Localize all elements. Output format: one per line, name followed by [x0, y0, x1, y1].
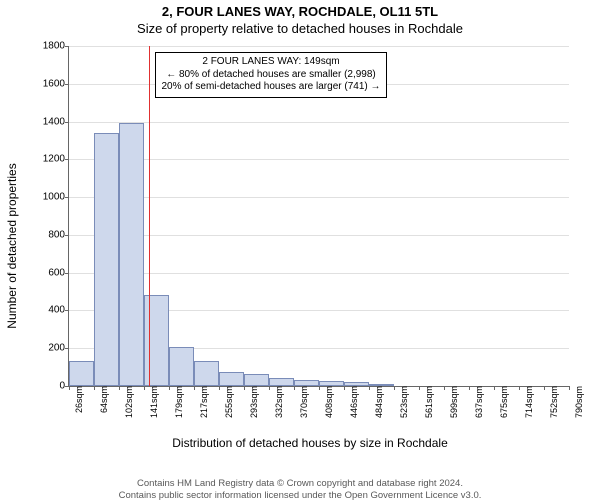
page-title-address: 2, FOUR LANES WAY, ROCHDALE, OL11 5TL: [0, 4, 600, 19]
x-tick-mark: [544, 386, 545, 390]
x-tick-label: 752sqm: [546, 386, 559, 418]
chart-container: Number of detached properties 0200400600…: [40, 46, 580, 446]
x-tick-mark: [269, 386, 270, 390]
histogram-bar: [119, 123, 144, 387]
x-tick-mark: [419, 386, 420, 390]
annot-line3: 20% of semi-detached houses are larger (…: [161, 81, 380, 94]
histogram-bar: [169, 347, 194, 386]
x-tick-mark: [369, 386, 370, 390]
gridline: [69, 122, 569, 123]
x-tick-mark: [94, 386, 95, 390]
x-tick-label: 675sqm: [496, 386, 509, 418]
gridline: [69, 273, 569, 274]
x-tick-mark: [344, 386, 345, 390]
x-tick-label: 64sqm: [96, 386, 109, 413]
histogram-bar: [244, 374, 269, 386]
x-tick-label: 599sqm: [446, 386, 459, 418]
reference-line: [149, 46, 150, 386]
x-tick-label: 408sqm: [321, 386, 334, 418]
x-tick-label: 332sqm: [271, 386, 284, 418]
annotation-box: 2 FOUR LANES WAY: 149sqm← 80% of detache…: [155, 52, 386, 98]
y-tick-label: 1600: [43, 78, 69, 89]
x-tick-mark: [219, 386, 220, 390]
footer-attribution: Contains HM Land Registry data © Crown c…: [0, 478, 600, 502]
x-tick-mark: [569, 386, 570, 390]
histogram-bar: [94, 133, 119, 386]
annot-line2: ← 80% of detached houses are smaller (2,…: [161, 69, 380, 82]
gridline: [69, 159, 569, 160]
y-tick-label: 1200: [43, 154, 69, 165]
x-tick-label: 714sqm: [521, 386, 534, 418]
y-tick-label: 800: [48, 229, 69, 240]
y-tick-label: 600: [48, 267, 69, 278]
histogram-bar: [269, 378, 294, 387]
histogram-bar: [219, 372, 244, 386]
x-tick-mark: [144, 386, 145, 390]
y-tick-label: 200: [48, 343, 69, 354]
x-tick-mark: [444, 386, 445, 390]
histogram-bar: [69, 361, 94, 386]
x-tick-label: 790sqm: [571, 386, 584, 418]
footer-line1: Contains HM Land Registry data © Crown c…: [0, 478, 600, 490]
x-tick-label: 637sqm: [471, 386, 484, 418]
x-tick-mark: [119, 386, 120, 390]
page-subtitle: Size of property relative to detached ho…: [0, 21, 600, 36]
plot-area: 02004006008001000120014001600180026sqm64…: [68, 46, 569, 387]
annot-line1: 2 FOUR LANES WAY: 149sqm: [161, 56, 380, 69]
x-tick-mark: [494, 386, 495, 390]
histogram-bar: [144, 295, 169, 386]
y-tick-label: 1400: [43, 116, 69, 127]
x-tick-mark: [394, 386, 395, 390]
x-tick-mark: [519, 386, 520, 390]
y-tick-label: 1000: [43, 192, 69, 203]
x-tick-mark: [244, 386, 245, 390]
x-tick-mark: [294, 386, 295, 390]
x-tick-label: 26sqm: [71, 386, 84, 413]
y-tick-label: 1800: [43, 41, 69, 52]
x-tick-label: 217sqm: [196, 386, 209, 418]
x-tick-mark: [194, 386, 195, 390]
x-tick-label: 484sqm: [371, 386, 384, 418]
x-tick-label: 255sqm: [221, 386, 234, 418]
y-axis-label: Number of detached properties: [5, 163, 19, 328]
footer-line2: Contains public sector information licen…: [0, 490, 600, 502]
y-tick-label: 400: [48, 305, 69, 316]
x-tick-label: 141sqm: [146, 386, 159, 418]
x-tick-label: 561sqm: [421, 386, 434, 418]
histogram-bar: [194, 361, 219, 386]
gridline: [69, 46, 569, 47]
x-tick-mark: [319, 386, 320, 390]
x-tick-label: 179sqm: [171, 386, 184, 418]
x-axis-label: Distribution of detached houses by size …: [172, 436, 448, 450]
x-tick-label: 446sqm: [346, 386, 359, 418]
x-tick-label: 102sqm: [121, 386, 134, 418]
x-tick-label: 523sqm: [396, 386, 409, 418]
gridline: [69, 235, 569, 236]
x-tick-mark: [469, 386, 470, 390]
x-tick-mark: [69, 386, 70, 390]
y-tick-label: 0: [59, 381, 69, 392]
gridline: [69, 197, 569, 198]
x-tick-label: 293sqm: [246, 386, 259, 418]
x-tick-mark: [169, 386, 170, 390]
x-tick-label: 370sqm: [296, 386, 309, 418]
